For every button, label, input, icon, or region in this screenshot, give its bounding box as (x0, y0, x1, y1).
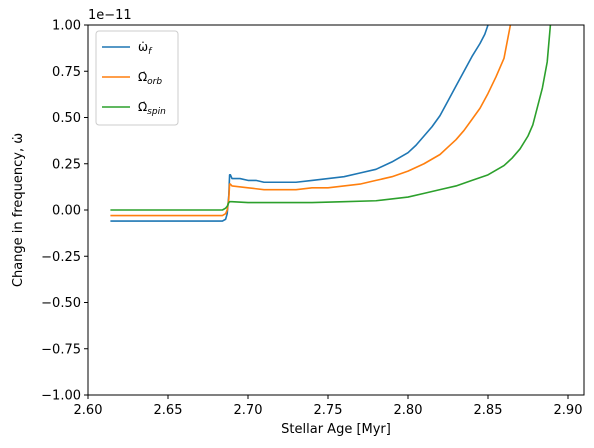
legend-box (95, 30, 179, 126)
legend-entry-label: ω̇f (138, 40, 153, 57)
y-tick-label: −0.75 (41, 342, 81, 357)
y-axis-label: Change in frequency, ω̇ (11, 133, 26, 287)
y-tick-label: 0.25 (52, 157, 81, 172)
legend-entry-label: Ω̇spin (138, 100, 166, 117)
legend-entry-label: Ω̇orb (138, 70, 162, 87)
y-tick-label: −1.00 (41, 389, 81, 404)
x-tick-label: 2.70 (234, 403, 263, 418)
x-tick-label: 2.85 (474, 403, 503, 418)
y-offset-text: 1e−11 (88, 8, 132, 23)
y-tick-label: 0.00 (52, 204, 81, 219)
y-tick-label: 0.50 (52, 111, 81, 126)
series-line-3 (110, 25, 552, 211)
x-tick-label: 2.80 (394, 403, 423, 418)
x-axis: 2.60 2.65 2.70 2.75 2.80 2.85 2.90 (74, 395, 583, 418)
series-line-1 (110, 25, 489, 222)
series-layer (110, 25, 552, 222)
y-tick-label: 0.75 (52, 65, 81, 80)
y-tick-label: −0.25 (41, 250, 81, 265)
series-line-2 (110, 25, 512, 217)
legend: ω̇f Ω̇orb Ω̇spin (95, 30, 179, 126)
y-axis: −1.00 −0.75 −0.50 −0.25 0.00 0.25 0.50 0.75 1.00 (41, 19, 88, 404)
y-tick-label: 1.00 (52, 19, 81, 34)
x-tick-label: 2.90 (554, 403, 583, 418)
x-tick-label: 2.75 (314, 403, 343, 418)
y-tick-label: −0.50 (41, 296, 81, 311)
x-axis-label: Stellar Age [Myr] (281, 422, 391, 437)
x-tick-label: 2.60 (74, 403, 103, 418)
x-tick-label: 2.65 (154, 403, 183, 418)
